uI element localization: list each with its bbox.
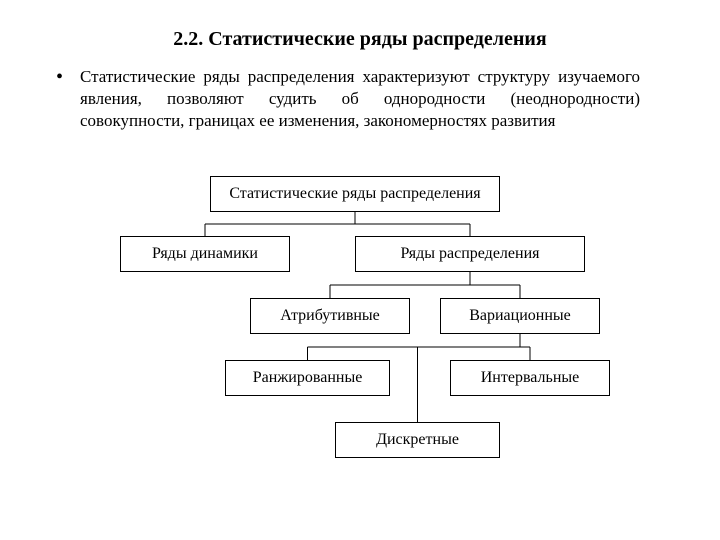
node-attr: Атрибутивные xyxy=(250,298,410,334)
node-label: Ранжированные xyxy=(253,369,363,387)
node-label: Атрибутивные xyxy=(280,307,380,325)
node-root: Статистические ряды распределения xyxy=(210,176,500,212)
node-disc: Дискретные xyxy=(335,422,500,458)
section-heading: 2.2. Статистические ряды распределения xyxy=(0,28,720,51)
bullet-item: • Статистические ряды распределения хара… xyxy=(80,66,640,132)
node-label: Статистические ряды распределения xyxy=(229,185,480,203)
node-label: Интервальные xyxy=(481,369,580,387)
bullet-dot-icon: • xyxy=(56,66,63,88)
node-dist: Ряды распределения xyxy=(355,236,585,272)
node-label: Ряды распределения xyxy=(400,245,539,263)
node-dyn: Ряды динамики xyxy=(120,236,290,272)
node-var: Вариационные xyxy=(440,298,600,334)
node-label: Дискретные xyxy=(376,431,459,449)
node-label: Ряды динамики xyxy=(152,245,258,263)
page: { "heading": { "text": "2.2. Статистичес… xyxy=(0,0,720,540)
node-label: Вариационные xyxy=(469,307,571,325)
bullet-text: Статистические ряды распределения характ… xyxy=(80,66,640,132)
node-interv: Интервальные xyxy=(450,360,610,396)
node-rank: Ранжированные xyxy=(225,360,390,396)
